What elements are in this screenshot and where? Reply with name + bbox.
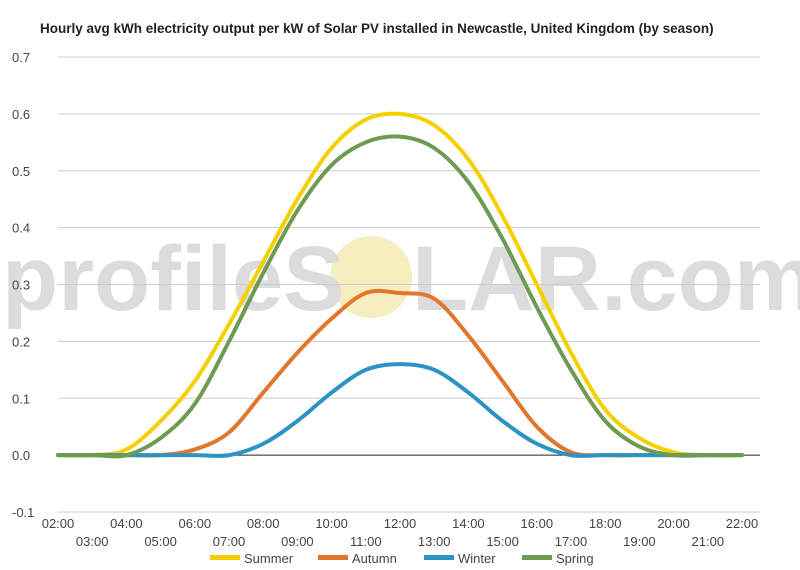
- legend-label-winter: Winter: [458, 551, 496, 566]
- y-tick-label: 0.5: [12, 164, 30, 179]
- x-tick-label: 20:00: [657, 516, 690, 531]
- x-tick-label: 21:00: [692, 534, 725, 549]
- x-tick-label: 07:00: [213, 534, 246, 549]
- y-tick-label: -0.1: [12, 505, 34, 520]
- x-tick-label: 12:00: [384, 516, 417, 531]
- x-tick-label: 22:00: [726, 516, 759, 531]
- chart-title: Hourly avg kWh electricity output per kW…: [40, 21, 714, 36]
- series-line-spring: [56, 134, 744, 459]
- legend-label-summer: Summer: [244, 551, 294, 566]
- x-tick-label: 02:00: [42, 516, 75, 531]
- watermark: profileS LAR.com: [2, 228, 800, 330]
- x-tick-label: 16:00: [521, 516, 554, 531]
- watermark-text-left: profileS: [2, 228, 344, 330]
- x-axis-ticks: 02:0003:0004:0005:0006:0007:0008:0009:00…: [42, 516, 759, 549]
- x-tick-label: 14:00: [452, 516, 485, 531]
- series-line-summer: [56, 111, 744, 458]
- series-line-winter: [56, 362, 744, 458]
- legend: Summer Autumn Winter Spring: [210, 551, 594, 566]
- x-tick-label: 09:00: [281, 534, 314, 549]
- x-tick-label: 03:00: [76, 534, 109, 549]
- x-tick-label: 17:00: [555, 534, 588, 549]
- y-tick-label: 0.0: [12, 448, 30, 463]
- legend-swatch-spring: [522, 555, 552, 560]
- legend-label-autumn: Autumn: [352, 551, 397, 566]
- watermark-text-right: LAR.com: [412, 228, 800, 330]
- x-tick-label: 04:00: [110, 516, 143, 531]
- series-lines: [56, 111, 744, 459]
- gridlines: [58, 56, 760, 513]
- legend-swatch-autumn: [318, 555, 348, 560]
- x-tick-label: 15:00: [486, 534, 519, 549]
- x-tick-label: 10:00: [315, 516, 348, 531]
- x-tick-label: 11:00: [350, 534, 382, 549]
- x-tick-label: 18:00: [589, 516, 622, 531]
- legend-swatch-summer: [210, 555, 240, 560]
- x-tick-label: 08:00: [247, 516, 280, 531]
- y-tick-label: 0.6: [12, 107, 30, 122]
- legend-swatch-winter: [424, 555, 454, 560]
- y-tick-label: 0.1: [12, 391, 30, 406]
- watermark-sun: [330, 236, 412, 318]
- y-tick-label: 0.4: [12, 221, 30, 236]
- x-tick-label: 13:00: [418, 534, 451, 549]
- x-tick-label: 19:00: [623, 534, 656, 549]
- y-tick-label: 0.2: [12, 334, 30, 349]
- y-tick-label: 0.7: [12, 50, 30, 65]
- x-tick-label: 06:00: [179, 516, 212, 531]
- legend-label-spring: Spring: [556, 551, 594, 566]
- y-axis-ticks: -0.1 0.0 0.1 0.2 0.3 0.4 0.5 0.6 0.7: [12, 50, 34, 520]
- y-tick-label: 0.3: [12, 278, 30, 293]
- x-tick-label: 05:00: [144, 534, 177, 549]
